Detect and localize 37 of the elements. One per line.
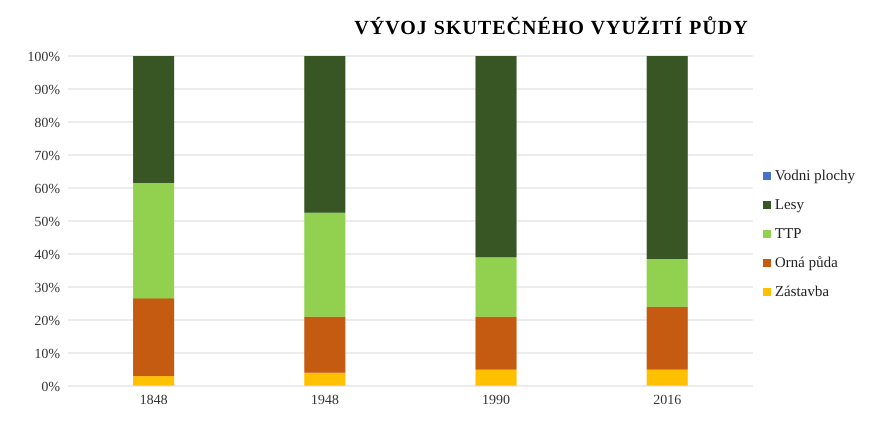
legend-label: TTP (774, 226, 802, 242)
x-tick-label: 1948 (310, 392, 339, 408)
bar (304, 372, 346, 386)
bar (475, 370, 517, 386)
bar (646, 370, 688, 386)
y-tick-label: 30% (34, 280, 60, 296)
legend-label: Lesy (774, 196, 804, 214)
y-tick-label: 80% (34, 116, 60, 131)
legend-label: Zástavba (774, 284, 829, 300)
bar (304, 56, 346, 213)
bar (646, 258, 688, 307)
bar (475, 316, 517, 370)
bar (475, 257, 517, 317)
y-tick-label: 100% (27, 50, 60, 65)
x-tick-label: 1848 (140, 392, 168, 408)
chart-title: VÝVOJ SKUTEČNÉHO VYUŽITÍ PŮDY (353, 15, 750, 41)
x-tick-label: 1990 (482, 392, 510, 408)
bar (133, 183, 174, 299)
bar (304, 212, 346, 317)
y-tick-label: 20% (34, 314, 60, 329)
x-tick-label: 2016 (653, 392, 682, 408)
y-tick-label: 0% (41, 380, 60, 395)
bar (133, 56, 174, 184)
legend-label: Vodni plochy (774, 168, 855, 184)
bar (133, 298, 174, 376)
y-tick-label: 60% (34, 182, 60, 197)
bar (133, 376, 174, 386)
legend-label: Orná půda (774, 254, 838, 272)
y-tick-label: 10% (34, 346, 60, 362)
y-tick-label: 70% (34, 148, 60, 164)
bar (646, 56, 688, 259)
bar (304, 316, 346, 373)
bar (646, 306, 688, 370)
y-tick-label: 50% (34, 214, 60, 230)
y-tick-label: 90% (34, 82, 60, 98)
bar (475, 56, 517, 258)
y-tick-label: 40% (34, 248, 60, 263)
